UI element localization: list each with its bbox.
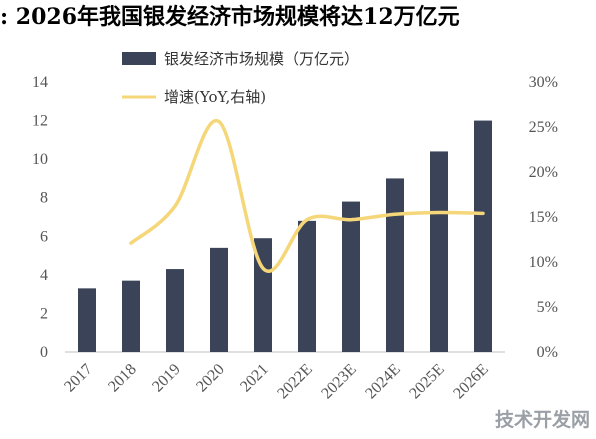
y-right-tick-15%: 15%	[529, 209, 558, 226]
x-tick-2019: 2019	[149, 361, 184, 396]
y-left-tick-12: 12	[32, 113, 48, 130]
growth-line-series	[129, 119, 485, 273]
y-right-tick-30%: 30%	[529, 74, 558, 91]
y-left-tick-10: 10	[32, 151, 48, 168]
chart-title: : 2026年我国银发经济市场规模将达12万亿元	[0, 4, 460, 30]
y-right-tick-5%: 5%	[537, 299, 558, 316]
y-right-tick-10%: 10%	[529, 254, 558, 271]
x-tick-2022E: 2022E	[274, 361, 316, 403]
bar-2017	[78, 288, 96, 352]
bar-series	[78, 120, 492, 352]
y-right-tick-25%: 25%	[529, 119, 558, 136]
bar-2026E	[474, 120, 492, 352]
y-left-tick-8: 8	[40, 190, 48, 207]
x-tick-2017: 2017	[61, 361, 96, 396]
y-left-tick-14: 14	[32, 74, 48, 91]
x-tick-2021: 2021	[237, 361, 272, 396]
legend: 银发经济市场规模（万亿元） 增速(YoY,右轴)	[122, 50, 359, 106]
y-left-tick-2: 2	[40, 305, 48, 322]
bar-2024E	[386, 178, 404, 352]
x-tick-2024E: 2024E	[362, 361, 404, 403]
legend-line-label: 增速(YoY,右轴)	[164, 88, 266, 106]
y-axis-right-ticks: 0% 5% 10% 15% 20% 25% 30%	[529, 74, 558, 361]
bar-2020	[210, 247, 228, 352]
bar-2022E	[298, 220, 316, 352]
y-right-tick-20%: 20%	[529, 164, 558, 181]
x-tick-2018: 2018	[105, 361, 140, 396]
x-tick-2025E: 2025E	[406, 361, 448, 403]
y-axis-left-ticks: 0 2 4 6 8 10 12 14	[32, 74, 48, 361]
y-left-tick-0: 0	[40, 344, 48, 361]
y-right-tick-0%: 0%	[537, 344, 558, 361]
growth-line	[129, 119, 485, 273]
watermark: 技术开发网	[480, 405, 590, 435]
legend-bar-label: 银发经济市场规模（万亿元）	[164, 50, 359, 68]
x-tick-2026E: 2026E	[450, 361, 492, 403]
x-tick-2023E: 2023E	[318, 361, 360, 403]
bar-2023E	[342, 201, 360, 352]
legend-bar-swatch	[122, 52, 156, 65]
bar-2025E	[430, 151, 448, 352]
bar-2018	[122, 280, 140, 352]
y-left-tick-4: 4	[40, 267, 48, 284]
x-tick-2020: 2020	[193, 361, 228, 396]
y-left-tick-6: 6	[40, 228, 48, 245]
bar-2021	[254, 238, 272, 352]
bar-2019	[166, 269, 184, 352]
x-axis-ticks: 2017 2018 2019 2020 2021 2022E 2023E 2024E 2025E…	[61, 361, 492, 403]
